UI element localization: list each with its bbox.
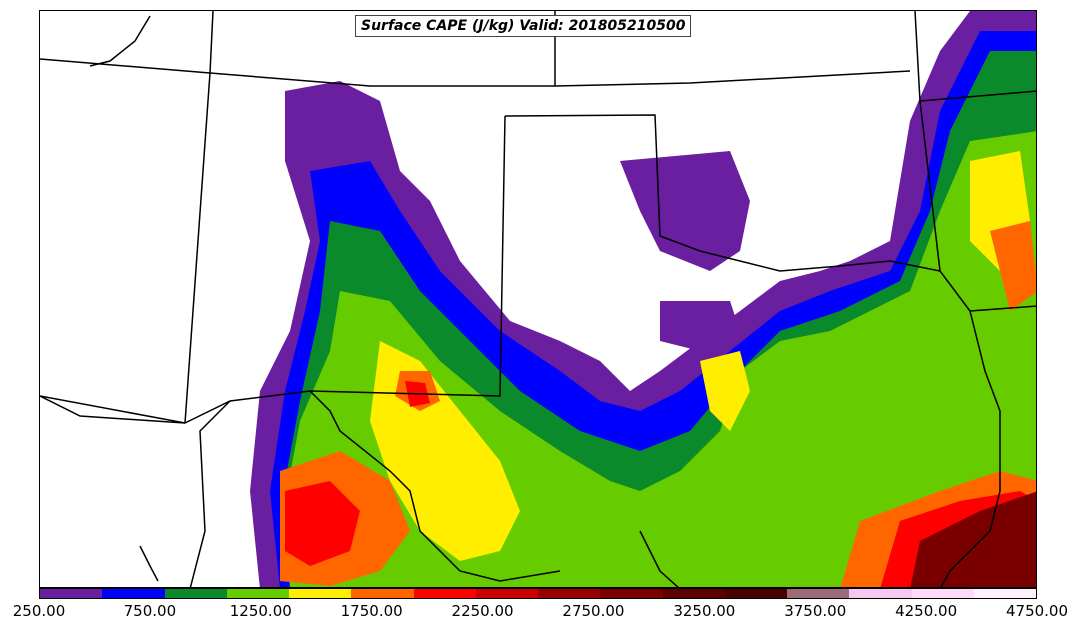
colorbar-segment	[164, 589, 227, 598]
colorbar-segment	[102, 589, 165, 598]
colorbar-segment	[724, 589, 787, 598]
colorbar-segment	[662, 589, 725, 598]
colorbar-tick-label: 250.00	[12, 602, 66, 620]
colorbar-segment	[226, 589, 289, 598]
colorbar-segment	[40, 589, 103, 598]
colorbar-tick-label: 2250.00	[451, 602, 514, 620]
colorbar-segment	[538, 589, 601, 598]
coastline	[89, 15, 679, 587]
cape-field	[40, 11, 1036, 587]
colorbar-segment	[475, 589, 538, 598]
colorbar-tick-label: 750.00	[123, 602, 177, 620]
colorbar-segment	[600, 589, 663, 598]
colorbar-tick-label: 3250.00	[673, 602, 736, 620]
colorbar-segment	[973, 589, 1036, 598]
colorbar-tick-label: 4250.00	[895, 602, 958, 620]
colorbar-segment	[413, 589, 476, 598]
colorbar-segment	[351, 589, 414, 598]
colorbar	[39, 588, 1037, 599]
state-boundaries	[40, 11, 1036, 587]
map-title: Surface CAPE (J/kg) Valid: 201805210500	[355, 15, 692, 37]
colorbar-tick-label: 4750.00	[1005, 602, 1069, 620]
colorbar-tick-label: 1750.00	[340, 602, 403, 620]
cape-map	[39, 10, 1037, 588]
colorbar-segment	[289, 589, 352, 598]
colorbar-tick-label: 3750.00	[784, 602, 847, 620]
colorbar-tick-label: 2750.00	[562, 602, 625, 620]
colorbar-tick-label: 1250.00	[229, 602, 292, 620]
colorbar-segment	[787, 589, 850, 598]
colorbar-segment	[911, 589, 974, 598]
cape-contours	[250, 11, 1036, 587]
colorbar-segment	[849, 589, 912, 598]
